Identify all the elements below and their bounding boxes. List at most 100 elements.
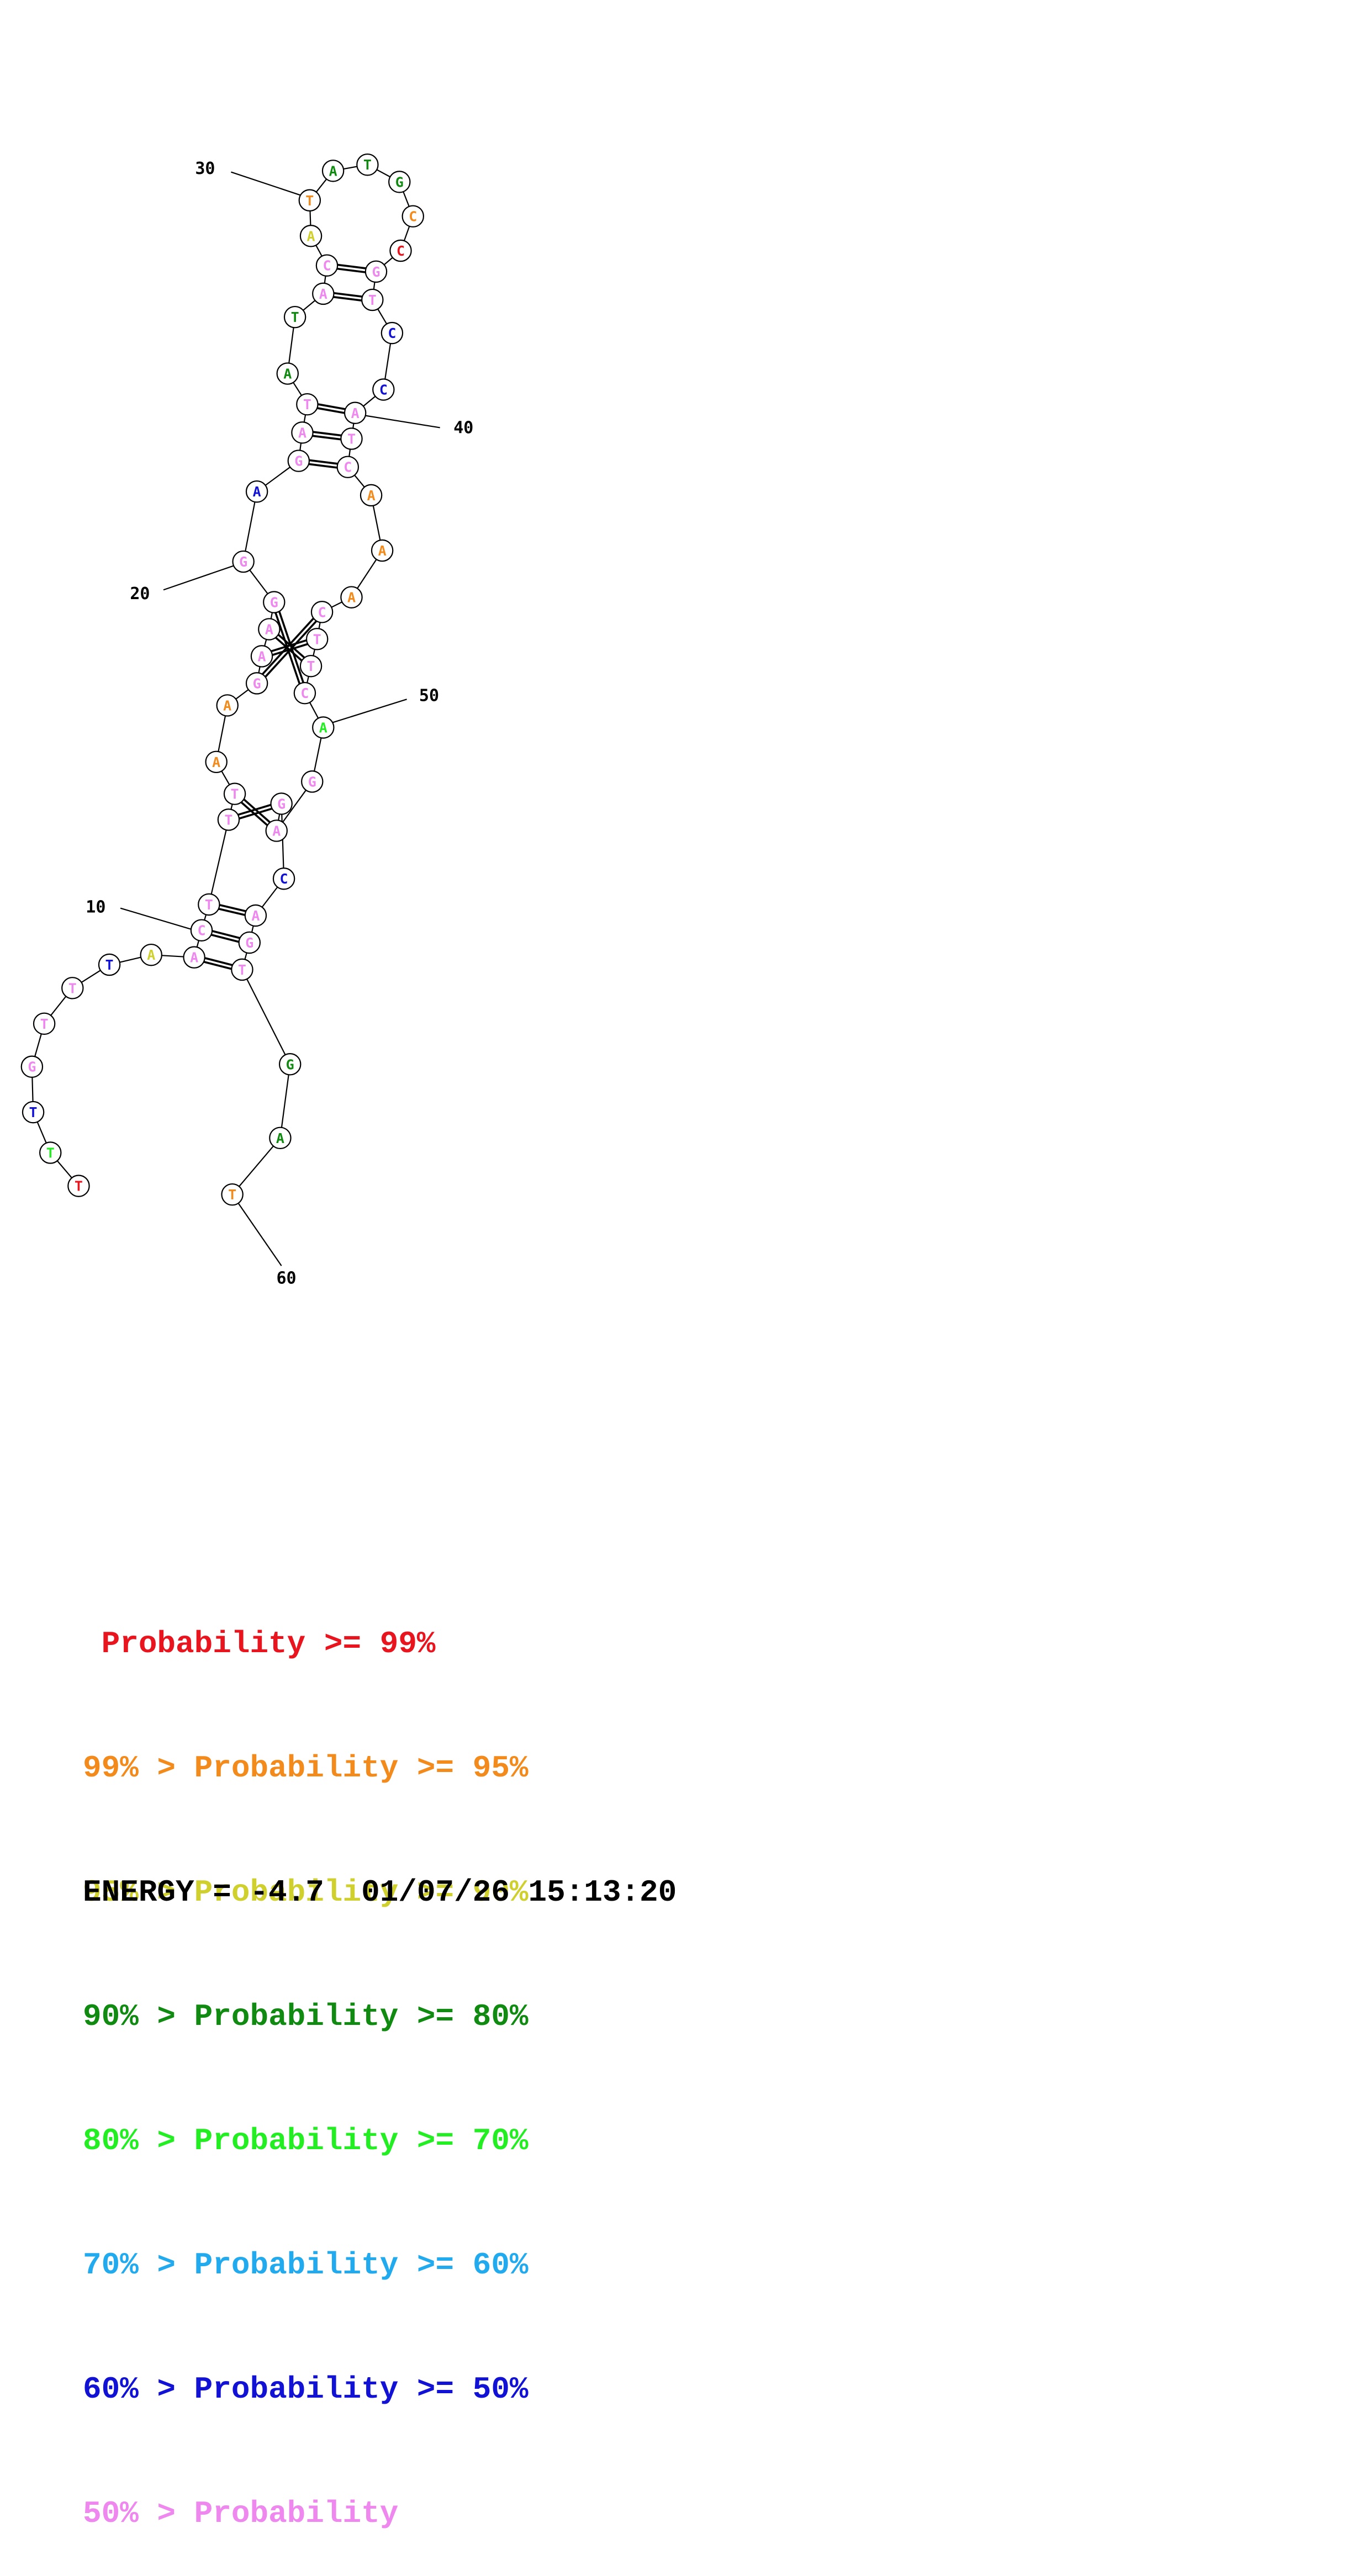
base-pair-bonds: [203, 263, 366, 970]
nucleotide-letter: A: [253, 484, 261, 500]
position-label: 20: [130, 584, 150, 604]
nucleotide-letter: T: [228, 1187, 236, 1203]
legend-label: Probability: [194, 2372, 399, 2407]
base-pair: [262, 617, 318, 678]
position-tick: [356, 413, 440, 429]
nucleotide: G: [278, 1053, 302, 1076]
nucleotide: A: [291, 421, 314, 444]
legend-label: Probability: [194, 1875, 399, 1910]
nucleotide: T: [361, 288, 384, 311]
nucleotide-letter: T: [291, 309, 299, 325]
legend-suffix: >= 50%: [416, 2372, 528, 2407]
legend-row: 95% > Probability >= 90%: [83, 1872, 528, 1913]
nucleotide-letter: G: [308, 774, 316, 790]
nucleotide-letter: A: [351, 405, 360, 421]
nucleotide: T: [356, 153, 379, 176]
nucleotide: A: [245, 480, 268, 503]
nucleotide: C: [389, 239, 412, 262]
legend-label: Probability: [194, 2123, 399, 2159]
nucleotide-letter: A: [307, 228, 315, 244]
nucleotide-letter: G: [239, 554, 247, 570]
legend-row: 50% > Probability: [83, 2493, 528, 2535]
nucleotide: T: [39, 1141, 62, 1164]
legend-row: 80% > Probability >= 70%: [83, 2120, 528, 2162]
nucleotide: A: [205, 750, 228, 774]
nucleotide: A: [371, 539, 394, 562]
nucleotide-letter: T: [40, 1016, 49, 1032]
legend-label: Probability: [194, 2247, 399, 2283]
nucleotide: A: [216, 694, 239, 717]
nucleotide: G: [287, 449, 310, 472]
legend-suffix: >= 80%: [416, 1999, 528, 2034]
nucleotide: A: [312, 716, 335, 739]
legend-prefix: 50% >: [83, 2496, 176, 2531]
position-tick: [231, 171, 309, 199]
nucleotide-letter: A: [319, 720, 327, 736]
nucleotide: T: [299, 654, 323, 678]
nucleotide-letter: T: [224, 812, 232, 828]
nucleotide-letter: T: [368, 292, 377, 308]
nucleotide-letter: G: [372, 264, 380, 280]
legend-suffix: >= 95%: [416, 1750, 528, 1786]
legend-suffix: >= 70%: [416, 2123, 528, 2159]
nucleotide: A: [299, 225, 323, 247]
nucleotide: T: [217, 808, 240, 831]
nucleotide-letter: A: [319, 286, 327, 302]
base-pair: [211, 930, 240, 943]
legend-row: 99% > Probability >= 95%: [83, 1748, 528, 1789]
position-label: 50: [419, 686, 439, 706]
nucleotide-letter: C: [318, 604, 326, 620]
nucleotide: T: [33, 1012, 56, 1035]
nucleotide-letter: A: [147, 947, 155, 963]
base-pair: [240, 798, 271, 826]
nucleotide: T: [67, 1175, 90, 1197]
nucleotide: A: [250, 645, 273, 668]
nucleotide-letter: C: [379, 382, 388, 398]
nucleotide-letter: C: [323, 258, 331, 274]
nucleotide-letter: T: [231, 786, 239, 802]
nucleotide-letter: A: [276, 1130, 284, 1146]
nucleotide: T: [305, 628, 329, 650]
legend-row: Probability >= 99%: [83, 1623, 528, 1665]
position-label: 10: [86, 897, 105, 917]
nucleotide: G: [263, 591, 286, 613]
nucleotide-letter: T: [68, 980, 77, 996]
legend-suffix: >= 90%: [416, 1875, 528, 1910]
nucleotide-letter: G: [277, 796, 286, 812]
nucleotide-letter: C: [409, 209, 417, 225]
nucleotide-letter: C: [280, 871, 288, 887]
nucleotide-letter: C: [197, 923, 205, 939]
position-tick: [120, 907, 191, 930]
legend-label: Probability: [194, 1999, 399, 2034]
nucleotide: C: [190, 919, 213, 941]
nucleotide: A: [360, 484, 383, 507]
nucleotide: C: [336, 456, 360, 478]
nucleotide: A: [343, 401, 367, 425]
nucleotide: A: [244, 904, 267, 927]
position-tick: [231, 1194, 282, 1266]
nucleotide-letter: A: [265, 621, 273, 637]
base-pair: [337, 263, 366, 273]
nucleotide: C: [372, 378, 395, 401]
nucleotide: C: [315, 254, 339, 277]
nucleotide: C: [401, 205, 425, 228]
nucleotide-letter: C: [397, 243, 405, 259]
nucleotide-letter: G: [245, 935, 253, 951]
nucleotide-letter: T: [303, 396, 311, 412]
legend-row: 70% > Probability >= 60%: [83, 2245, 528, 2286]
legend-prefix: 60% >: [83, 2372, 176, 2407]
backbone-segment: [281, 803, 285, 879]
base-pair: [333, 292, 362, 301]
nucleotide: T: [98, 953, 121, 976]
nucleotide: A: [269, 1126, 292, 1150]
nucleotide: G: [232, 550, 255, 573]
nucleotide: A: [265, 819, 288, 842]
base-pair: [312, 431, 342, 441]
nucleotide: T: [221, 1183, 244, 1206]
position-label: 40: [453, 418, 473, 437]
nucleotide: A: [183, 946, 205, 969]
nucleotide: A: [258, 618, 281, 641]
nucleotide-letter: G: [253, 675, 261, 691]
